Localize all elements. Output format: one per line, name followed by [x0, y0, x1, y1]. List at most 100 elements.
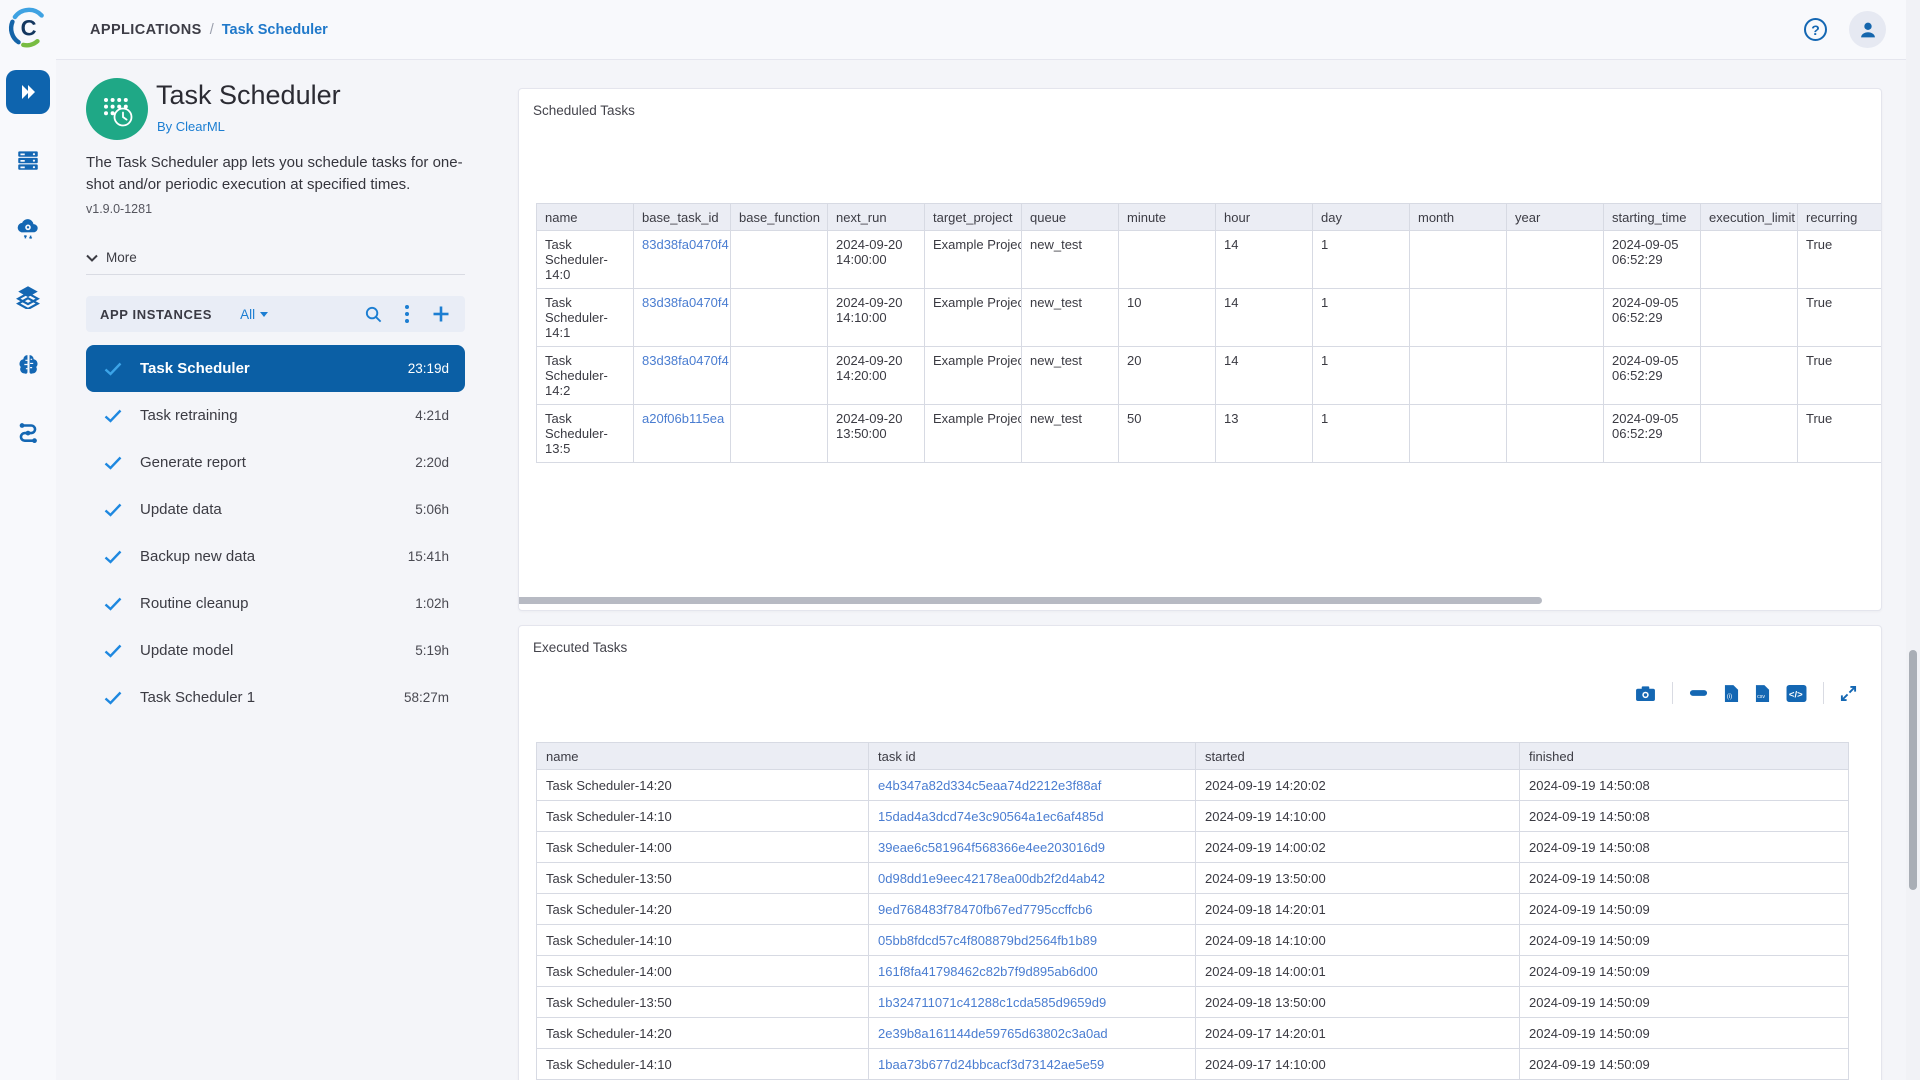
page-title: Task Scheduler: [156, 80, 341, 110]
add-instance-button[interactable]: [431, 304, 451, 324]
breadcrumb-separator: /: [209, 21, 214, 38]
task-id-link[interactable]: 0d98dd1e9eec42178ea00db2f2d4ab42: [878, 870, 1106, 886]
column-header-base_task_id: base_task_id: [633, 203, 731, 231]
task-id-link[interactable]: 05bb8fdcd57c4f808879bd2564fb1b89: [878, 932, 1098, 948]
nav-ai-models-icon[interactable]: [6, 342, 50, 386]
breadcrumb-task-scheduler[interactable]: Task Scheduler: [221, 21, 328, 38]
cell-day: 1: [1312, 404, 1410, 463]
user-avatar[interactable]: [1849, 11, 1886, 48]
check-icon: [104, 644, 122, 658]
task-id-link[interactable]: 9ed768483f78470fb67ed7795ccffcb6: [878, 901, 1093, 917]
cell-started: 2024-09-18 13:50:00: [1195, 986, 1520, 1018]
cell-name: Task Scheduler-14:00: [536, 831, 869, 863]
kebab-menu-icon[interactable]: [405, 305, 409, 323]
instance-row-4[interactable]: Backup new data 15:41h: [86, 533, 465, 580]
horizontal-scrollbar-thumb[interactable]: [519, 597, 1542, 604]
cell-base_function: [730, 404, 828, 463]
executed-tasks-card: Executed Tasks (i) csv: [518, 625, 1882, 1080]
cell-base_function: [730, 346, 828, 405]
check-icon: [104, 362, 122, 376]
nav-workers-queues-icon[interactable]: [6, 138, 50, 182]
column-header-month: month: [1409, 203, 1507, 231]
cell-minute: [1118, 230, 1216, 289]
task-id-link[interactable]: 1b324711071c41288c1cda585d9659d9: [878, 994, 1107, 1010]
cell-hour: 13: [1215, 404, 1313, 463]
executed-row-4: Task Scheduler-14:20 9ed768483f78470fb67e…: [536, 893, 1849, 925]
column-header-base_function: base_function: [730, 203, 828, 231]
more-toggle[interactable]: More: [86, 250, 137, 265]
cell-execution_limit: [1700, 230, 1798, 289]
task-id-link[interactable]: 161f8fa41798462c82b7f9d895ab6d00: [878, 963, 1098, 979]
instance-elapsed-time: 5:06h: [415, 502, 449, 517]
cell-execution_limit: [1700, 404, 1798, 463]
more-label: More: [106, 250, 137, 265]
cell-recurring: True: [1797, 404, 1881, 463]
cell-queue: new_test: [1021, 288, 1119, 347]
task-id-link[interactable]: e4b347a82d334c5eaa74d2212e3f88af: [878, 777, 1102, 793]
cell-next_run: 2024-09-20 14:10:00: [827, 288, 925, 347]
cell-finished: 2024-09-19 14:50:08: [1519, 831, 1849, 863]
instance-elapsed-time: 15:41h: [407, 549, 449, 564]
column-header-finished: finished: [1519, 742, 1849, 770]
instances-filter-dropdown[interactable]: All: [240, 307, 269, 322]
task-id-link[interactable]: 1baa73b677d24bbcacf3d73142ae5e59: [878, 1056, 1105, 1072]
instance-row-7[interactable]: Task Scheduler 1 58:27m: [86, 674, 465, 721]
task-id-link[interactable]: 15dad4a3dcd74e3c90564a1ec6af485d: [878, 808, 1104, 824]
cell-minute: 10: [1118, 288, 1216, 347]
instance-row-6[interactable]: Update model 5:19h: [86, 627, 465, 674]
instance-label: Routine cleanup: [140, 595, 249, 612]
instance-row-2[interactable]: Generate report 2:20d: [86, 439, 465, 486]
maximize-icon[interactable]: [1840, 685, 1857, 702]
cell-recurring: True: [1797, 346, 1881, 405]
executed-row-6: Task Scheduler-14:00 161f8fa41798462c82b7…: [536, 955, 1849, 987]
cell-name: Task Scheduler-14:10: [536, 800, 869, 832]
cell-name: Task Scheduler-14:20: [536, 769, 869, 801]
download-csv-icon[interactable]: csv: [1755, 684, 1770, 703]
embed-code-icon[interactable]: </>: [1786, 684, 1807, 703]
check-icon: [104, 409, 122, 423]
check-icon: [104, 503, 122, 517]
nav-applications-icon[interactable]: [6, 70, 50, 114]
cell-hour: 14: [1215, 230, 1313, 289]
cell-task-id: 1b324711071c41288c1cda585d9659d9: [868, 986, 1196, 1018]
base-task-id-link[interactable]: 83d38fa0470f4: [642, 237, 729, 252]
base-task-id-link[interactable]: a20f06b115ea: [642, 411, 725, 426]
cell-task-id: e4b347a82d334c5eaa74d2212e3f88af: [868, 769, 1196, 801]
cell-month: [1409, 230, 1507, 289]
cell-execution_limit: [1700, 346, 1798, 405]
cell-starting_time: 2024-09-05 06:52:29: [1603, 288, 1701, 347]
download-json-icon[interactable]: (i): [1724, 684, 1739, 703]
nav-pipelines-icon[interactable]: [6, 410, 50, 454]
cell-target_project: Example Project: [924, 346, 1022, 405]
app-description: The Task Scheduler app lets you schedule…: [86, 154, 463, 193]
eraser-icon[interactable]: [1689, 688, 1708, 698]
vertical-scrollbar-thumb[interactable]: [1909, 650, 1917, 890]
search-icon[interactable]: [364, 305, 383, 324]
cell-base_task_id: 83d38fa0470f4: [633, 346, 731, 405]
task-id-link[interactable]: 2e39b8a161144de59765d63802c3a0ad: [878, 1025, 1108, 1041]
nav-cloud-autoscaler-icon[interactable]: [6, 206, 50, 250]
scheduled-row-2: Task Scheduler-14:2 83d38fa0470f4 2024-09-…: [536, 346, 1881, 405]
base-task-id-link[interactable]: 83d38fa0470f4: [642, 295, 729, 310]
cell-finished: 2024-09-19 14:50:08: [1519, 769, 1849, 801]
clearml-logo[interactable]: C: [7, 6, 49, 48]
cell-target_project: Example Project: [924, 404, 1022, 463]
chevron-down-icon: [86, 254, 98, 262]
nav-datasets-icon[interactable]: [6, 274, 50, 318]
breadcrumb-applications[interactable]: APPLICATIONS: [90, 21, 202, 38]
cell-minute: 20: [1118, 346, 1216, 405]
check-icon: [104, 550, 122, 564]
instance-row-5[interactable]: Routine cleanup 1:02h: [86, 580, 465, 627]
base-task-id-link[interactable]: 83d38fa0470f4: [642, 353, 729, 368]
scheduled-tasks-title: Scheduled Tasks: [533, 103, 635, 118]
instance-row-0[interactable]: Task Scheduler 23:19d: [86, 345, 465, 392]
by-clearml-link[interactable]: By ClearML: [157, 119, 225, 134]
vertical-scrollbar-track[interactable]: [1906, 0, 1920, 1080]
column-header-name: name: [536, 742, 869, 770]
cell-starting_time: 2024-09-05 06:52:29: [1603, 230, 1701, 289]
task-id-link[interactable]: 39eae6c581964f568366e4ee203016d9: [878, 839, 1106, 855]
camera-icon[interactable]: [1635, 685, 1656, 702]
instance-row-1[interactable]: Task retraining 4:21d: [86, 392, 465, 439]
help-icon[interactable]: ?: [1804, 18, 1827, 41]
instance-row-3[interactable]: Update data 5:06h: [86, 486, 465, 533]
